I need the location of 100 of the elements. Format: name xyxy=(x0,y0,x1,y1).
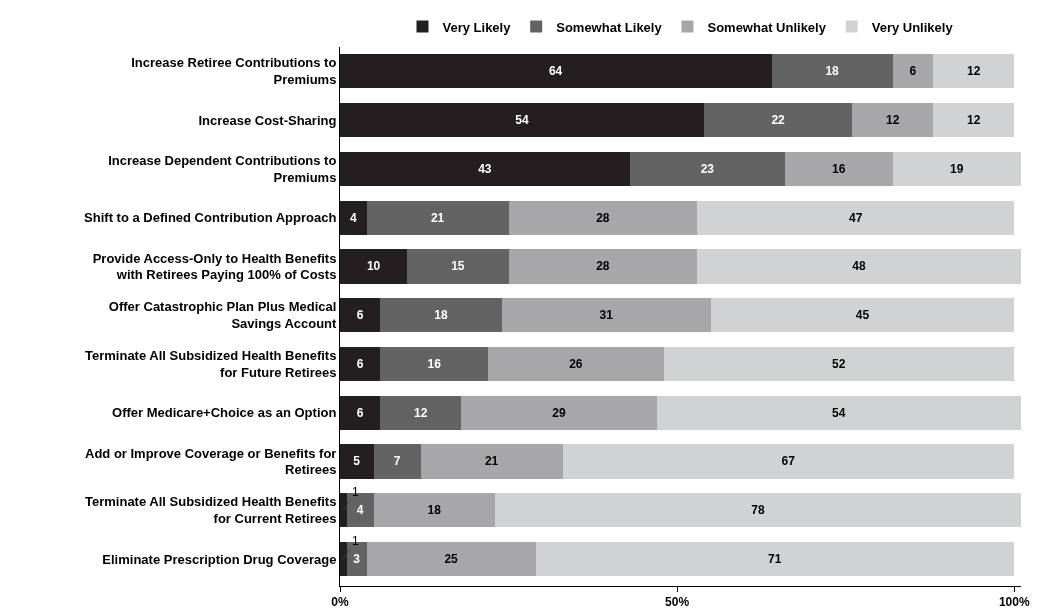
data-label: 29 xyxy=(552,405,566,420)
data-label: 19 xyxy=(950,161,964,176)
bar xyxy=(340,346,381,382)
data-label: 3 xyxy=(353,552,361,566)
bar xyxy=(340,298,381,333)
bar xyxy=(629,151,786,186)
data-label: 1 xyxy=(352,534,359,548)
x-tick-label: 50% xyxy=(665,595,690,610)
bar xyxy=(508,200,698,235)
data-label: 6 xyxy=(356,356,364,371)
bar xyxy=(933,103,1015,138)
y-tick-label: Terminate All Subsidized Health Benefits for Current Retirees xyxy=(85,494,337,527)
bar xyxy=(461,395,657,430)
bar xyxy=(373,493,496,528)
bar xyxy=(380,395,462,430)
y-tick-label: Add or Improve Coverage or Benefits for Retirees xyxy=(85,445,337,478)
bar xyxy=(656,395,1021,430)
data-label: 16 xyxy=(427,356,442,371)
data-label: 67 xyxy=(781,454,796,469)
bar xyxy=(852,103,934,138)
bar xyxy=(340,103,705,138)
legend-label: Somewhat Likely xyxy=(556,19,663,35)
y-tick-label: Eliminate Prescription Drug Coverage xyxy=(102,551,337,567)
bar xyxy=(407,249,509,284)
bar xyxy=(892,54,934,89)
data-label: 26 xyxy=(569,356,583,371)
data-label: 28 xyxy=(596,210,610,225)
data-label: 43 xyxy=(478,161,492,176)
data-label: 48 xyxy=(852,259,867,274)
bar xyxy=(495,493,1021,528)
bar xyxy=(380,346,489,382)
data-label: 12 xyxy=(414,405,428,420)
data-label: 25 xyxy=(444,552,459,566)
bar xyxy=(340,54,772,89)
bar xyxy=(697,200,1015,235)
data-label: 12 xyxy=(966,64,981,79)
bar xyxy=(340,444,374,479)
bar xyxy=(340,249,408,284)
bar xyxy=(535,541,1015,577)
bar xyxy=(663,346,1015,382)
bar xyxy=(340,395,381,430)
data-label: 54 xyxy=(832,405,846,420)
data-label: 23 xyxy=(700,161,715,176)
x-tick-label: 0% xyxy=(331,595,349,610)
y-tick-label: Offer Catastrophic Plan Plus Medical Savings Account xyxy=(108,299,338,332)
data-label: 78 xyxy=(751,503,765,518)
bar xyxy=(704,103,853,138)
data-label: 18 xyxy=(825,64,840,79)
bar xyxy=(892,151,1021,186)
data-label: 21 xyxy=(484,454,499,469)
bar xyxy=(366,200,509,235)
data-label: 1 xyxy=(352,485,359,499)
y-tick-label: Increase Retiree Contributions to Premiums xyxy=(131,55,337,88)
data-label: 6 xyxy=(356,405,364,420)
data-label: 5 xyxy=(353,454,361,469)
legend-label: Somewhat Unlikely xyxy=(707,19,827,35)
bar xyxy=(933,54,1015,89)
data-label: 12 xyxy=(886,113,900,128)
legend-label: Very Likely xyxy=(442,19,512,35)
data-label: 15 xyxy=(451,259,465,274)
data-label: 47 xyxy=(848,210,863,225)
data-label: 28 xyxy=(596,259,610,274)
bar xyxy=(771,54,893,89)
data-label: 54 xyxy=(515,113,529,128)
data-label: 18 xyxy=(427,503,442,518)
bar xyxy=(697,249,1021,284)
bar xyxy=(340,541,347,577)
data-label: 12 xyxy=(966,113,981,128)
data-label: 18 xyxy=(434,308,448,323)
data-label: 6 xyxy=(909,64,917,79)
bar xyxy=(366,541,536,577)
y-tick-label: Increase Cost-Sharing xyxy=(198,112,337,128)
data-label: 21 xyxy=(430,210,445,225)
y-tick-label: Shift to a Defined Contribution Approach xyxy=(84,210,337,226)
data-label: 4 xyxy=(356,503,364,518)
bar xyxy=(562,444,1015,479)
x-tick-label: 100% xyxy=(998,595,1030,610)
bar xyxy=(340,151,630,186)
data-label: 31 xyxy=(599,308,614,323)
bar xyxy=(710,298,1015,333)
bar xyxy=(340,200,367,235)
y-tick-label: Terminate All Subsidized Health Benefits for Future Retirees xyxy=(85,348,337,380)
data-label: 4 xyxy=(349,210,357,225)
bar xyxy=(488,346,664,382)
y-tick-label: Increase Dependent Contributions to Premiums xyxy=(108,153,337,185)
bar xyxy=(340,493,347,528)
data-label: 71 xyxy=(768,552,782,566)
bar xyxy=(508,249,698,284)
data-label: 6 xyxy=(356,308,364,323)
data-label: 52 xyxy=(832,356,846,371)
legend-label: Very Unlikely xyxy=(871,19,954,35)
bar xyxy=(501,298,711,333)
bar xyxy=(380,298,502,333)
data-label: 7 xyxy=(393,454,401,469)
data-label: 45 xyxy=(855,308,870,323)
y-tick-label: Provide Access-Only to Health Benefits with Retirees Paying 100% of Costs xyxy=(92,250,337,283)
data-label: 64 xyxy=(548,64,563,79)
bar xyxy=(785,151,893,186)
data-label: 22 xyxy=(771,113,786,128)
data-label: 10 xyxy=(366,259,381,274)
